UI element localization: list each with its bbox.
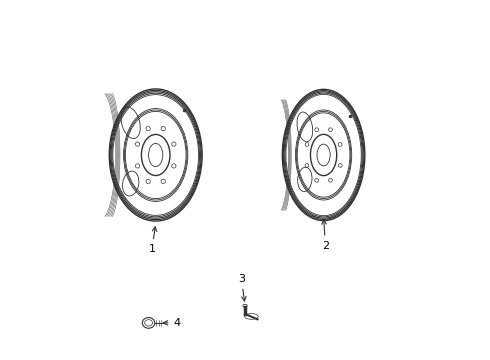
Ellipse shape xyxy=(243,304,247,307)
Text: 1: 1 xyxy=(148,227,157,254)
Text: 3: 3 xyxy=(238,274,246,301)
Text: 4: 4 xyxy=(163,318,181,328)
Text: 2: 2 xyxy=(322,220,329,251)
